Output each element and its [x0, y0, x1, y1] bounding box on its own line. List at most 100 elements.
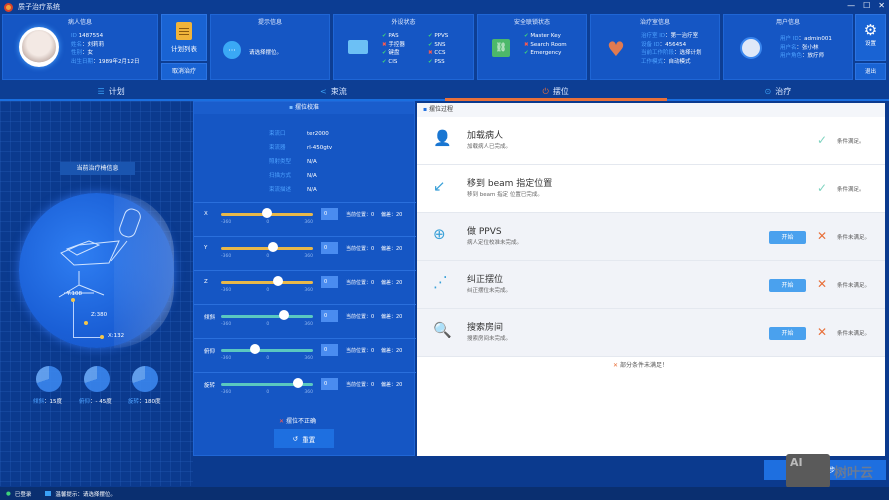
peripheral-pas: ✔ PAS — [382, 33, 399, 39]
cancel-treatment-button[interactable]: 取消治疗 — [161, 63, 207, 80]
calibration-panel: ▪ 摆位校准 束流口 ter2000 束流器 rl-450gtv 照射类型 N/A 扫… — [193, 101, 416, 456]
hint-title: 提示信息 — [257, 19, 282, 26]
maximize-button[interactable]: ☐ — [863, 1, 871, 10]
reset-icon: ↺ — [292, 434, 299, 443]
positioning-warning: ✕ 摆位不正确 — [279, 418, 316, 425]
deviation: 偏差：20 — [381, 348, 403, 354]
patient-card-title: 病人信息 — [67, 19, 92, 26]
slider-ticks: -360 0 360 — [221, 390, 313, 395]
current-position: 当前位置：0 — [346, 314, 375, 320]
peripheral-ccs: ✖ CCS — [428, 50, 446, 56]
deviation: 偏差：20 — [381, 314, 403, 320]
slider-ticks: -360 0 360 — [221, 288, 313, 293]
slider-knob[interactable] — [273, 276, 284, 286]
slider-value-input[interactable]: 0 — [321, 242, 338, 254]
deviation: 偏差：20 — [381, 280, 403, 286]
slider-track[interactable] — [221, 383, 313, 386]
message-icon — [45, 491, 52, 496]
slider-value-input[interactable]: 0 — [321, 378, 338, 390]
process-step: 🔍 搜索房间 搜索房间未完成。 开始 ✕ 条件未满足。 — [417, 309, 885, 357]
slider-track[interactable] — [221, 315, 313, 318]
step-condition: 条件未满足。 — [837, 235, 871, 241]
watermark-text: 树叶云 — [834, 465, 874, 481]
slider-knob[interactable] — [278, 310, 289, 320]
process-summary: ✕ 部分条件未满足！ — [613, 362, 668, 369]
reset-button[interactable]: ↺ 重置 — [274, 429, 334, 448]
start-button[interactable]: 开始 — [769, 327, 806, 340]
process-step: ↙ 移到 beam 指定位置 移到 beam 指定 位置已完成。 ✓ 条件满足。 — [417, 165, 885, 213]
slider-knob[interactable] — [250, 344, 261, 354]
slider-ticks: -360 0 360 — [221, 220, 313, 225]
current-position: 当前位置：0 — [346, 280, 375, 286]
peripheral-pss: ✔ PSS — [428, 58, 445, 65]
step-title: 纠正摆位 — [467, 275, 504, 285]
start-button[interactable]: 开始 — [769, 231, 806, 244]
slider-knob[interactable] — [293, 378, 304, 388]
check-icon: ✓ — [817, 133, 828, 147]
slider-ticks: -360 0 360 — [221, 356, 313, 361]
slider-label: 旋转 — [204, 383, 216, 389]
patient-fields: ID 1487554 姓名：刘莉莉 性别：女 出生日期：1989年2月12日 — [71, 32, 140, 66]
tab-plan[interactable]: ☰ 计划 — [97, 87, 125, 96]
user-title: 用户信息 — [775, 19, 800, 26]
heart-icon: ♥ — [607, 37, 625, 61]
logout-button[interactable]: 退出 — [855, 63, 886, 80]
user-card: 用户信息 用户 ID：admin001 用户名：张小林 用户角色：放疗师 — [723, 14, 853, 80]
slider-value-input[interactable]: 0 — [321, 310, 338, 322]
info-beam-desc: 束流描述 N/A — [269, 187, 317, 193]
peripheral-ppvs: ✔ PPVS — [428, 33, 449, 39]
slider-knob[interactable] — [262, 208, 272, 218]
step-title: 移到 beam 指定位置 — [467, 179, 553, 189]
slider-track[interactable] — [221, 247, 313, 250]
safety-search-room: ✖ Search Room — [524, 41, 567, 48]
settings-button[interactable]: ⚙ 设置 — [855, 14, 886, 61]
info-irradiation-type: 照射类型 N/A — [269, 159, 317, 165]
tab-beam[interactable]: < 束流 — [320, 87, 347, 96]
slider-row: 倾斜 -360 0 360 0 当前位置：0 偏差：20 — [194, 304, 416, 338]
hint-message: 请选择摆位。 — [249, 50, 283, 56]
search-icon: 🔍 — [433, 321, 452, 339]
x-axis-line — [73, 337, 101, 338]
current-chair-info: 当前治疗椅信息 — [60, 162, 135, 175]
tab-positioning[interactable]: ⏻ 摆位 — [542, 86, 569, 97]
chair-panel: 当前治疗椅信息 Y:108 Z:380 X:132 倾斜：15度 俯仰：- 45… — [0, 101, 193, 486]
y-axis-line — [73, 300, 74, 337]
plan-list-button[interactable]: 计划列表 — [161, 14, 207, 61]
slider-value-input[interactable]: 0 — [321, 208, 338, 220]
step-subtitle: 病人定位校准未完成。 — [467, 240, 523, 246]
start-button[interactable]: 开始 — [769, 279, 806, 292]
safety-title: 安全联锁状态 — [513, 19, 550, 26]
user-fields: 用户 ID：admin001 用户名：张小林 用户角色：放疗师 — [780, 36, 832, 59]
current-position: 当前位置：0 — [346, 382, 375, 388]
peripheral-keyboard: ✔ 键盘 — [382, 50, 400, 56]
user-avatar-icon — [740, 37, 762, 59]
patient-birthdate: 出生日期：1989年2月12日 — [71, 58, 140, 65]
minimize-button[interactable]: — — [847, 1, 856, 10]
deviation: 偏差：20 — [381, 382, 403, 388]
tab-active-indicator — [445, 98, 667, 101]
slider-value-input[interactable]: 0 — [321, 344, 338, 356]
cross-icon: ✕ — [817, 229, 828, 243]
slider-value-input[interactable]: 0 — [321, 276, 338, 288]
process-step: 👤 加载病人 加载病人已完成。 ✓ 条件满足。 — [417, 117, 885, 165]
slider-track[interactable] — [221, 349, 313, 352]
align-icon: ⋰ — [433, 273, 448, 291]
arrow-down-left-icon: ↙ — [433, 177, 446, 195]
close-button[interactable]: ✕ — [878, 1, 885, 10]
slider-label: Y — [204, 245, 208, 251]
beam-icon: < — [320, 87, 327, 96]
safety-card: 安全联锁状态 ⛓ ✔ Master Key ✖ Search Room ✔ Em… — [477, 14, 587, 80]
slider-knob[interactable] — [268, 242, 279, 252]
safety-master-key: ✔ Master Key — [524, 33, 561, 39]
process-step: ⊕ 做 PPVS 病人定位校准未完成。 开始 ✕ 条件未满足。 — [417, 213, 885, 261]
slider-track[interactable] — [221, 281, 313, 284]
link-icon: ⛓ — [492, 39, 510, 57]
process-step: ⋰ 纠正摆位 纠正摆位未完成。 开始 ✕ 条件未满足。 — [417, 261, 885, 309]
tab-treatment[interactable]: ⊙ 治疗 — [764, 87, 792, 96]
info-beam-port: 束流口 ter2000 — [269, 131, 329, 137]
hint-card: 提示信息 ··· 请选择摆位。 — [210, 14, 330, 80]
patient-gender: 性别：女 — [71, 50, 94, 56]
slider-label: Z — [204, 279, 208, 285]
room-card: 治疗室信息 ♥ 治疗室 ID：第一治疗室 设备 ID：456454 当前工作阶段… — [590, 14, 720, 80]
info-beam-device: 束流器 rl-450gtv — [269, 145, 333, 151]
